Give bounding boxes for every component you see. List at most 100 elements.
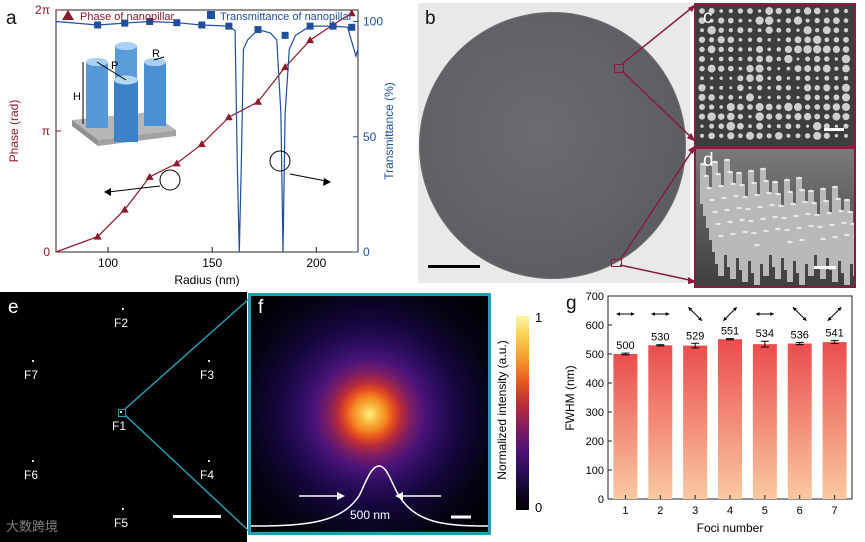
nanopillar-side bbox=[832, 237, 838, 282]
nanopillar-dot bbox=[833, 8, 840, 14]
nanopillar-top bbox=[808, 224, 814, 228]
sem-tilted-view bbox=[694, 147, 856, 288]
nanopillar-top bbox=[844, 233, 850, 237]
phase-marker bbox=[120, 205, 129, 213]
bar-value-label: 536 bbox=[791, 329, 809, 341]
nanopillar-dot bbox=[709, 18, 714, 23]
nanopillar-dot bbox=[834, 134, 839, 138]
nanopillar-dot bbox=[726, 102, 735, 112]
bar-value-label: 551 bbox=[721, 326, 739, 338]
nanopillar-dot bbox=[718, 65, 725, 72]
g-y-axis-label: FWHM (nm) bbox=[563, 365, 577, 430]
focal-spot-f6 bbox=[32, 460, 34, 462]
x-tick-label: 150 bbox=[202, 256, 222, 270]
nanopillar-dot bbox=[842, 46, 850, 53]
nanopillar-dot bbox=[834, 124, 838, 128]
nanopillar-dot bbox=[737, 84, 744, 92]
x-tick-label: 100 bbox=[98, 256, 118, 270]
nanopillar-dot bbox=[843, 28, 849, 33]
bar bbox=[752, 344, 777, 499]
nanopillar-dot bbox=[785, 123, 792, 130]
nanopillar-dot bbox=[815, 76, 819, 80]
nanopillar-dot bbox=[755, 74, 764, 83]
bar-value-label: 541 bbox=[825, 328, 843, 340]
polarization-arrowhead bbox=[792, 307, 797, 312]
nanopillar-dot bbox=[834, 76, 839, 81]
nanopillar-top bbox=[832, 235, 838, 239]
nanopillar-dot bbox=[775, 113, 783, 120]
nanopillar-dot bbox=[814, 113, 821, 120]
nanopillar-dot bbox=[843, 36, 849, 43]
nanopillar-dot bbox=[756, 55, 764, 63]
nanopillar-dot bbox=[719, 133, 724, 138]
nanopillar-dot bbox=[814, 104, 821, 110]
nanopillar-side bbox=[730, 234, 736, 279]
nanopillar-top bbox=[793, 214, 799, 218]
nanopillar-dot bbox=[804, 65, 812, 73]
nanopillar-top bbox=[715, 172, 721, 176]
nanopillar-dot bbox=[814, 85, 820, 91]
nanopillar-dot bbox=[785, 114, 791, 120]
bar bbox=[822, 342, 847, 499]
nanopillar-dot bbox=[822, 64, 831, 73]
panel-label-g: g bbox=[566, 293, 577, 314]
nanopillar-dot bbox=[708, 7, 715, 15]
nanopillar-top bbox=[763, 229, 769, 233]
phase-marker bbox=[197, 140, 206, 148]
nanopillar-dot bbox=[765, 55, 773, 63]
polarization-arrowhead bbox=[665, 312, 670, 316]
nanopillar-dot bbox=[755, 64, 764, 73]
nanopillar-dot bbox=[709, 123, 715, 129]
nanopillar-top bbox=[778, 204, 784, 208]
panel-label-e: e bbox=[8, 297, 19, 318]
transmittance-marker bbox=[254, 26, 262, 34]
left-tick-label: π bbox=[42, 124, 50, 138]
zoom-box-c bbox=[614, 64, 624, 73]
nanopillar-top bbox=[826, 211, 832, 215]
nanopillar-dot bbox=[738, 56, 743, 62]
nanopillar-dot bbox=[814, 55, 821, 63]
nanopillar-dot bbox=[793, 16, 803, 25]
nanopillar-dot bbox=[707, 112, 716, 121]
nanopillar-dot bbox=[718, 46, 724, 53]
nanopillar-side bbox=[853, 236, 854, 276]
phase-marker bbox=[145, 172, 154, 180]
nanopillar-top bbox=[772, 180, 778, 184]
g-y-tick-label: 600 bbox=[586, 320, 604, 332]
phase-curve bbox=[55, 12, 353, 253]
nanopillar-dot bbox=[756, 122, 763, 130]
focal-spot-f5 bbox=[122, 508, 124, 510]
nanopillar-dot bbox=[833, 94, 840, 101]
nanopillar-dot bbox=[755, 112, 764, 121]
nanopillar-top bbox=[796, 176, 802, 180]
focus-label-f4: F4 bbox=[200, 468, 215, 482]
transmittance-marker bbox=[173, 19, 181, 27]
nanopillar-dot bbox=[775, 7, 782, 15]
zoom-lines-ef bbox=[124, 297, 251, 533]
nanopillar-top bbox=[772, 215, 778, 219]
nanopillar-dot bbox=[824, 94, 830, 100]
nanopillar-top bbox=[796, 226, 802, 230]
nanopillar-dot bbox=[813, 7, 821, 15]
nanopillar-side bbox=[799, 240, 805, 285]
nanopillar-top bbox=[835, 197, 841, 201]
nanopillar-dot bbox=[843, 8, 849, 14]
nanopillar-dot bbox=[814, 17, 820, 24]
nanopillar-dot bbox=[737, 27, 744, 34]
nanopillar-dot bbox=[804, 133, 811, 139]
nanopillar-dot bbox=[841, 102, 851, 112]
polarization-arrowhead bbox=[723, 316, 728, 321]
polarization-arrowhead bbox=[770, 312, 774, 316]
nanopillar-top bbox=[742, 230, 748, 234]
metalens-wafer bbox=[419, 12, 686, 279]
bar bbox=[787, 343, 812, 499]
nanopillar-dot bbox=[833, 17, 840, 24]
nanopillar-dot bbox=[707, 45, 716, 54]
nanopillar-dot bbox=[804, 75, 811, 82]
nanopillar-top bbox=[838, 209, 844, 213]
g-y-tick-label: 500 bbox=[586, 349, 604, 361]
colorbar-label-holder: Normalized intensity (a.u.) bbox=[495, 340, 509, 479]
nanopillar-dot bbox=[756, 85, 763, 91]
phase-marker bbox=[347, 9, 356, 17]
nanopillar-dot bbox=[757, 95, 762, 100]
